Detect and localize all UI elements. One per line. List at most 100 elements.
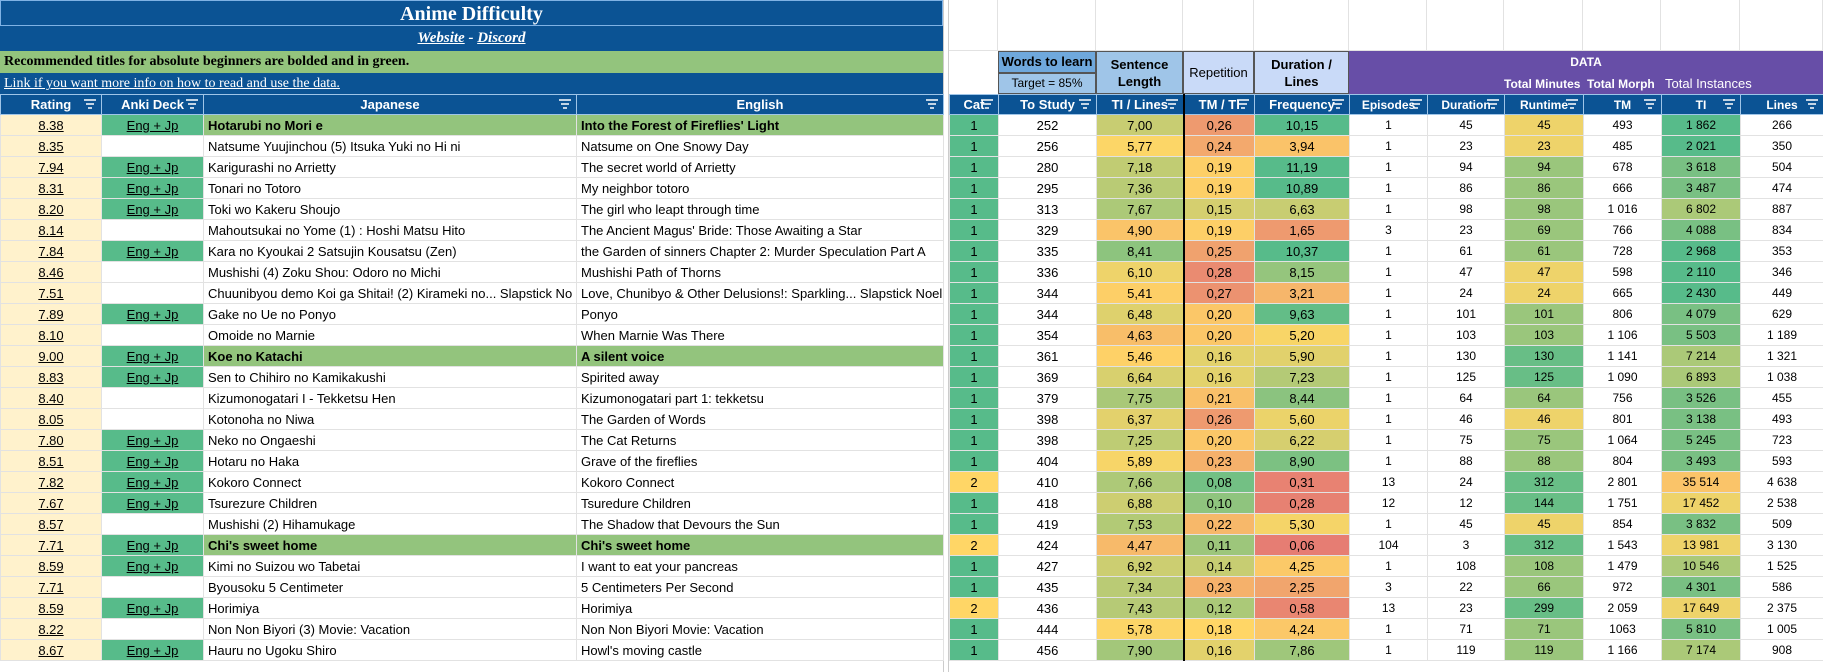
rating-cell[interactable]: 8.40 — [0, 387, 102, 409]
japanese-title-cell[interactable]: Neko no Ongaeshi — [203, 429, 577, 451]
runtime-cell[interactable]: 69 — [1504, 219, 1584, 241]
cat-cell[interactable]: 1 — [949, 450, 999, 472]
japanese-title-cell[interactable]: Byousoku 5 Centimeter — [203, 576, 577, 598]
tm-cell[interactable]: 728 — [1583, 240, 1662, 262]
duration-cell[interactable]: 24 — [1427, 471, 1505, 493]
frequency-cell[interactable]: 5,90 — [1254, 345, 1350, 367]
duration-cell[interactable]: 22 — [1427, 576, 1505, 598]
cat-cell[interactable]: 1 — [949, 156, 999, 178]
japanese-title-cell[interactable]: Mushishi (2) Hihamukage — [203, 513, 577, 535]
rating-cell[interactable]: 7.80 — [0, 429, 102, 451]
ti-column-header[interactable]: TI — [1661, 94, 1741, 115]
lines-cell[interactable]: 834 — [1740, 219, 1823, 241]
ti-cell[interactable]: 17 452 — [1661, 492, 1741, 514]
to-study-cell[interactable]: 335 — [998, 240, 1097, 262]
ti-cell[interactable]: 2 430 — [1661, 282, 1741, 304]
frequency-cell[interactable]: 0,31 — [1254, 471, 1350, 493]
japanese-title-cell[interactable]: Tsurezure Children — [203, 492, 577, 514]
rating-cell[interactable]: 7.71 — [0, 534, 102, 556]
to-study-cell[interactable]: 336 — [998, 261, 1097, 283]
episodes-cell[interactable]: 1 — [1349, 450, 1428, 472]
duration-cell[interactable]: 88 — [1427, 450, 1505, 472]
anki-deck-cell[interactable] — [101, 324, 204, 346]
rating-cell[interactable]: 8.22 — [0, 618, 102, 640]
japanese-title-cell[interactable]: Kara no Kyoukai 2 Satsujin Kousatsu (Zen… — [203, 240, 577, 262]
frequency-cell[interactable]: 4,24 — [1254, 618, 1350, 640]
rating-cell[interactable]: 8.59 — [0, 555, 102, 577]
duration-cell[interactable]: 101 — [1427, 303, 1505, 325]
tm-cell[interactable]: 2 801 — [1583, 471, 1662, 493]
episodes-cell[interactable]: 1 — [1349, 198, 1428, 220]
to-study-cell[interactable]: 404 — [998, 450, 1097, 472]
anki-deck-cell[interactable]: Eng + Jp — [101, 534, 204, 556]
cat-cell[interactable]: 1 — [949, 492, 999, 514]
cat-cell[interactable]: 1 — [949, 282, 999, 304]
duration-cell[interactable]: 75 — [1427, 429, 1505, 451]
lines-cell[interactable]: 449 — [1740, 282, 1823, 304]
ti-cell[interactable]: 7 174 — [1661, 639, 1741, 661]
cat-cell[interactable]: 1 — [949, 576, 999, 598]
frequency-cell[interactable]: 9,63 — [1254, 303, 1350, 325]
frequency-cell[interactable]: 8,90 — [1254, 450, 1350, 472]
english-title-cell[interactable]: Kokoro Connect — [576, 471, 944, 493]
ti-lines-cell[interactable]: 6,92 — [1096, 555, 1184, 577]
episodes-cell[interactable]: 1 — [1349, 387, 1428, 409]
rating-cell[interactable]: 8.57 — [0, 513, 102, 535]
ti-cell[interactable]: 5 503 — [1661, 324, 1741, 346]
to-study-cell[interactable]: 424 — [998, 534, 1097, 556]
lines-cell[interactable]: 455 — [1740, 387, 1823, 409]
frequency-cell[interactable]: 8,15 — [1254, 261, 1350, 283]
anki-deck-cell[interactable] — [101, 219, 204, 241]
lines-cell[interactable]: 1 038 — [1740, 366, 1823, 388]
cat-cell[interactable]: 1 — [949, 177, 999, 199]
episodes-cell[interactable]: 1 — [1349, 135, 1428, 157]
japanese-title-cell[interactable]: Chuunibyou demo Koi ga Shitai! (2) Kiram… — [203, 282, 577, 304]
filter-icon[interactable] — [185, 98, 199, 111]
rating-cell[interactable]: 8.51 — [0, 450, 102, 472]
runtime-cell[interactable]: 144 — [1504, 492, 1584, 514]
frequency-cell[interactable]: 0,28 — [1254, 492, 1350, 514]
ti-lines-cell[interactable]: 5,41 — [1096, 282, 1184, 304]
duration-cell[interactable]: 119 — [1427, 639, 1505, 661]
rating-cell[interactable]: 8.59 — [0, 597, 102, 619]
to-study-cell[interactable]: 369 — [998, 366, 1097, 388]
frequency-cell[interactable]: 11,19 — [1254, 156, 1350, 178]
runtime-cell[interactable]: 86 — [1504, 177, 1584, 199]
japanese-title-cell[interactable]: Natsume Yuujinchou (5) Itsuka Yuki no Hi… — [203, 135, 577, 157]
tm-cell[interactable]: 1 543 — [1583, 534, 1662, 556]
anki-deck-cell[interactable]: Eng + Jp — [101, 240, 204, 262]
empty-cell[interactable] — [1661, 0, 1740, 51]
tm-ti-cell[interactable]: 0,12 — [1182, 597, 1255, 619]
japanese-title-cell[interactable]: Sen to Chihiro no Kamikakushi — [203, 366, 577, 388]
filter-icon[interactable] — [1078, 98, 1092, 111]
rating-cell[interactable]: 9.00 — [0, 345, 102, 367]
cat-cell[interactable]: 1 — [949, 198, 999, 220]
tm-ti-cell[interactable]: 0,16 — [1182, 366, 1255, 388]
duration-cell[interactable]: 23 — [1427, 597, 1505, 619]
lines-cell[interactable]: 350 — [1740, 135, 1823, 157]
english-column-header[interactable]: English — [576, 94, 944, 115]
ti-cell[interactable]: 10 546 — [1661, 555, 1741, 577]
runtime-cell[interactable]: 61 — [1504, 240, 1584, 262]
duration-cell[interactable]: 45 — [1427, 513, 1505, 535]
runtime-cell[interactable]: 98 — [1504, 198, 1584, 220]
frequency-cell[interactable]: 5,20 — [1254, 324, 1350, 346]
frequency-cell[interactable]: 5,30 — [1254, 513, 1350, 535]
empty-cell[interactable] — [949, 0, 998, 51]
cat-column-header[interactable]: Cat — [949, 94, 999, 115]
tm-cell[interactable]: 972 — [1583, 576, 1662, 598]
to-study-cell[interactable]: 419 — [998, 513, 1097, 535]
episodes-column-header[interactable]: Episodes — [1349, 94, 1428, 115]
to-study-cell[interactable]: 444 — [998, 618, 1097, 640]
runtime-column-header[interactable]: Runtime — [1504, 94, 1584, 115]
runtime-cell[interactable]: 47 — [1504, 261, 1584, 283]
anki-deck-cell[interactable]: Eng + Jp — [101, 429, 204, 451]
tm-ti-cell[interactable]: 0,24 — [1182, 135, 1255, 157]
duration-cell[interactable]: 130 — [1427, 345, 1505, 367]
lines-cell[interactable]: 474 — [1740, 177, 1823, 199]
rating-cell[interactable]: 8.46 — [0, 261, 102, 283]
ti-cell[interactable]: 1 862 — [1661, 114, 1741, 136]
anki-deck-cell[interactable] — [101, 576, 204, 598]
runtime-cell[interactable]: 24 — [1504, 282, 1584, 304]
rating-cell[interactable]: 8.38 — [0, 114, 102, 136]
